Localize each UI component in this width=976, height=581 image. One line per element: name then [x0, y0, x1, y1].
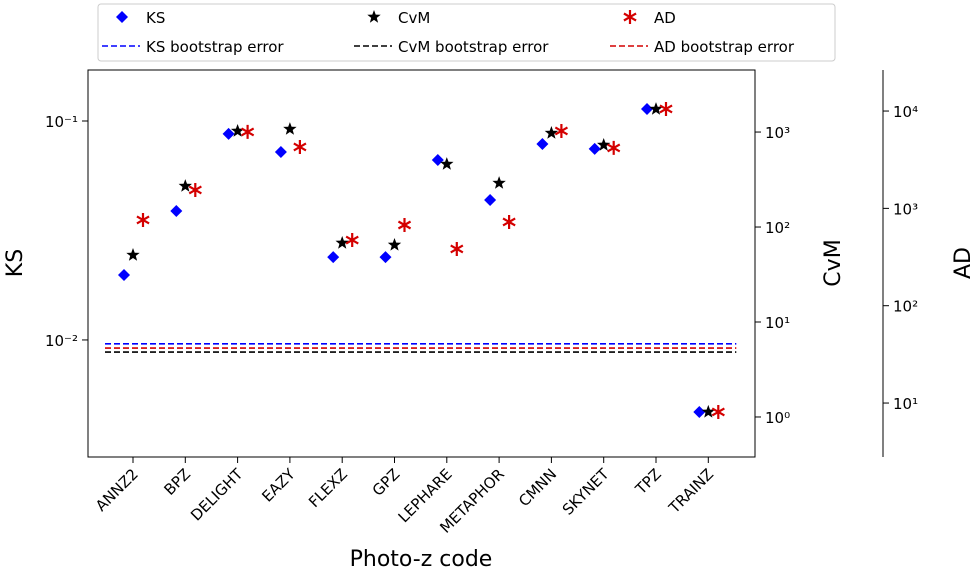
y2-axis-label: CvM: [821, 239, 846, 286]
x-axis-label: Photo-z code: [350, 547, 493, 572]
ks-point: [170, 205, 183, 218]
ad-point: [607, 140, 621, 155]
y2-tick-label: 10³: [765, 124, 790, 142]
ad-point: [554, 123, 569, 138]
x-tick-label: CMNN: [515, 465, 560, 510]
plot-frame: [87, 69, 756, 458]
y3-axis-label: AD: [951, 247, 976, 279]
cvm-point: [440, 157, 454, 170]
y2-tick-label: 10²: [765, 219, 790, 237]
y-axis-label: KS: [3, 249, 28, 277]
x-tick-label: TRAINZ: [665, 465, 717, 517]
cvm-point: [544, 126, 559, 139]
cvm-point: [283, 122, 297, 135]
legend-marker: [367, 10, 381, 23]
ks-point: [379, 251, 392, 264]
ad-point: [136, 212, 150, 227]
ks-point: [588, 142, 601, 155]
y-tick-label: 10⁻²: [45, 332, 78, 350]
legend-marker: [116, 11, 128, 23]
x-tick-label: SKYNET: [559, 465, 613, 519]
ad-point: [240, 124, 255, 139]
legend-box: [97, 3, 836, 62]
x-tick-label: ANNZ2: [92, 465, 142, 515]
ad-point: [502, 214, 516, 229]
ad-point: [293, 139, 307, 154]
cvm-point: [649, 102, 663, 115]
ks-point: [327, 251, 340, 264]
legend-label: CvM bootstrap error: [398, 38, 549, 56]
y3-tick-label: 10³: [893, 200, 918, 218]
ks-point: [274, 145, 287, 158]
x-tick-label: BPZ: [160, 465, 194, 499]
ks-point: [641, 102, 653, 115]
y2-tick-label: 10⁰: [765, 409, 790, 427]
y3-tick-label: 10⁴: [893, 103, 918, 121]
legend-marker: [623, 10, 637, 24]
ad-point: [345, 233, 359, 248]
x-tick-label: EAZY: [258, 465, 299, 506]
x-tick-label: DELIGHT: [187, 465, 247, 525]
cvm-point: [178, 179, 192, 192]
ad-point: [450, 241, 464, 256]
cvm-point: [597, 138, 611, 151]
cvm-point: [701, 404, 715, 418]
legend-label: AD: [654, 9, 676, 27]
ad-point: [659, 101, 673, 116]
ks-point: [693, 405, 706, 418]
ks-point: [222, 127, 235, 140]
cvm-point: [126, 248, 140, 261]
legend-label: KS: [146, 9, 165, 27]
ad-point: [188, 182, 202, 197]
legend-label: AD bootstrap error: [654, 38, 795, 56]
y-tick-label: 10⁻¹: [45, 113, 78, 131]
x-tick-label: TPZ: [631, 465, 665, 499]
cvm-point: [492, 176, 506, 189]
cvm-point: [387, 238, 402, 251]
cvm-point: [335, 236, 349, 249]
x-tick-label: GPZ: [369, 465, 404, 500]
y2-tick-label: 10¹: [765, 314, 790, 332]
legend-label: CvM: [398, 9, 430, 27]
ks-point: [431, 153, 444, 166]
x-tick-label: FLEXZ: [305, 465, 351, 511]
ad-point: [711, 404, 725, 419]
ks-point: [118, 268, 130, 281]
cvm-point: [230, 124, 245, 137]
y3-tick-label: 10¹: [893, 395, 918, 413]
legend-label: KS bootstrap error: [146, 38, 284, 56]
ks-point: [484, 193, 497, 206]
ad-point: [397, 217, 412, 232]
y3-tick-label: 10²: [893, 298, 918, 316]
ks-point: [536, 138, 549, 151]
